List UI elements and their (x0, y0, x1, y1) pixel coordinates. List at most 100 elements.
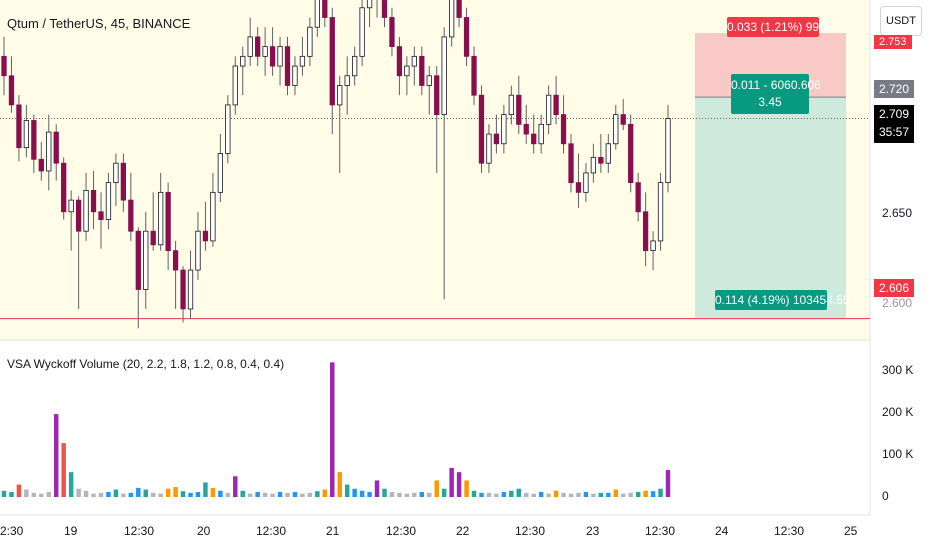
price-tick-2650: 2.650 (882, 206, 913, 220)
volume-bar (359, 490, 365, 497)
volume-bar (561, 492, 566, 497)
candle-body-down (53, 131, 59, 164)
volume-bar (315, 491, 320, 497)
candle-body-up (232, 65, 238, 106)
stop-label: 0.114 (4.19%) 103454.55 (715, 290, 850, 310)
volume-bar (1, 490, 7, 497)
candle-body-up (411, 55, 417, 67)
volume-bar (322, 489, 328, 497)
volume-bar (53, 414, 59, 497)
candle (434, 66, 440, 173)
volume-bar (404, 493, 410, 497)
candle (217, 134, 223, 203)
candle-body-down (172, 250, 179, 271)
candle (210, 172, 216, 247)
candle (613, 104, 619, 150)
volume-bar (285, 492, 290, 497)
candle (31, 114, 37, 173)
candle-body-down (628, 123, 634, 184)
candle-body-down (463, 17, 470, 57)
volume-bar (479, 492, 484, 497)
candle-body-down (202, 230, 209, 242)
candle-body-down (642, 211, 649, 252)
volume-bar (68, 472, 74, 497)
volume-bar (449, 468, 454, 497)
volume-bar (121, 493, 126, 497)
candle (411, 46, 417, 86)
volume-bar (367, 492, 372, 497)
volume-bar (658, 488, 663, 497)
candle-body-down (128, 199, 134, 232)
candle (650, 231, 656, 271)
candle (53, 124, 59, 181)
currency-button[interactable]: USDT (880, 6, 922, 36)
candle-body-up (143, 230, 149, 290)
candle (277, 36, 283, 86)
candle-body-up (449, 0, 455, 38)
candle (180, 266, 186, 323)
volume-bar (158, 493, 163, 497)
candle-body-down (531, 133, 537, 145)
volume-bar (262, 492, 268, 497)
time-tick: 24 (715, 524, 729, 538)
candle (471, 46, 477, 105)
volume-bar (24, 489, 29, 497)
candle (568, 134, 574, 193)
candle-body-down (493, 133, 500, 145)
volume-tick-100k: 100 K (882, 447, 914, 461)
candle (105, 172, 112, 230)
volume-bar (509, 490, 514, 497)
candle-body-down (568, 143, 574, 184)
volume-bar (344, 484, 350, 497)
candle (486, 124, 492, 173)
volume-bar (233, 476, 238, 497)
volume-bar (150, 492, 156, 497)
candle (590, 143, 597, 183)
candle (523, 104, 529, 144)
volume-bar (61, 443, 66, 497)
candle-body-up (344, 75, 350, 86)
candle (359, 0, 365, 67)
candle-body-down (75, 199, 82, 232)
candle (352, 46, 358, 86)
volume-bar (524, 492, 529, 497)
candle-body-up (195, 230, 201, 271)
candle (396, 36, 403, 96)
candle-body-down (598, 156, 604, 164)
entry-label: 0.011 - 6060.606 3.45 (731, 74, 821, 114)
volume-bar (203, 482, 208, 497)
candle (508, 85, 514, 125)
candle (269, 27, 276, 76)
candle (113, 153, 119, 206)
volume-bar (389, 492, 395, 497)
candle-body-down (150, 230, 156, 246)
candle (322, 0, 328, 28)
volume-bar (628, 492, 633, 497)
volume-bar (195, 492, 201, 497)
entry-label-line1: 0.011 - 6060.606 (731, 78, 821, 92)
volume-tick-300k: 300 K (882, 363, 914, 377)
candle-body-down (329, 17, 335, 106)
candle (560, 95, 567, 154)
candle-body-up (307, 26, 313, 57)
volume-bar (128, 492, 134, 497)
volume-bar (419, 492, 425, 497)
candle-body-down (553, 94, 559, 116)
candle (642, 192, 649, 267)
volume-bar (620, 493, 626, 497)
volume-bar (240, 490, 245, 497)
candle (419, 46, 425, 96)
candle (389, 7, 395, 57)
time-tick: 12:30 (515, 524, 546, 538)
volume-bar (531, 493, 536, 497)
volume-bar (546, 493, 551, 497)
candle-body-down (560, 114, 567, 145)
candle (665, 104, 671, 193)
volume-bar (136, 487, 141, 497)
candle (195, 211, 201, 280)
candle (128, 172, 134, 241)
candle (441, 27, 447, 300)
candle (83, 172, 89, 241)
candle-body-down (575, 182, 582, 193)
